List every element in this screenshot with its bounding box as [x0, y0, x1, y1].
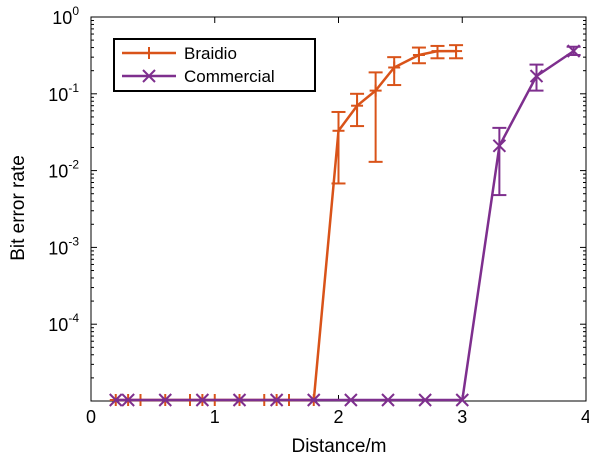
y-tick-label: 10-1 — [48, 81, 79, 105]
data-point-commercial — [529, 69, 544, 83]
data-point-commercial-d2 — [158, 393, 172, 407]
x-tick-label: 2 — [333, 407, 343, 427]
legend-marker-commercial-d2 — [142, 69, 156, 83]
data-point-commercial-d2 — [566, 44, 581, 58]
data-point-commercial — [344, 393, 358, 407]
data-point-braidio — [412, 49, 425, 62]
data-point-commercial — [381, 393, 395, 407]
legend-label-braidio: Braidio — [184, 44, 237, 63]
y-tick-label: 10-3 — [48, 234, 79, 258]
legend-label-commercial: Commercial — [184, 67, 275, 86]
data-point-commercial — [109, 393, 123, 407]
data-point-commercial-d2 — [269, 393, 284, 407]
series-commercial — [109, 44, 581, 407]
y-tick-label: 100 — [52, 4, 79, 28]
x-axis-label: Distance/m — [291, 436, 386, 457]
data-point-braidio — [450, 45, 463, 58]
data-point-braidio — [388, 61, 401, 74]
legend-box — [113, 38, 316, 92]
data-point-commercial — [418, 393, 432, 407]
x-tick-label: 4 — [581, 407, 589, 427]
x-tick-label: 0 — [86, 407, 96, 427]
y-tick-label: 10-4 — [48, 311, 79, 335]
data-point-commercial-d2 — [455, 393, 469, 407]
data-point-braidio — [369, 84, 382, 97]
data-point-commercial — [455, 393, 469, 407]
series-line-commercial — [115, 50, 575, 402]
error-bar-braidio — [331, 110, 346, 185]
legend: Braidio Commercial — [113, 38, 316, 92]
data-point-commercial — [232, 393, 247, 407]
data-point-commercial-d2 — [121, 393, 135, 407]
data-point-commercial-d2 — [195, 393, 210, 407]
y-axis-label: Bit error rate — [8, 155, 29, 261]
x-tick-label: 1 — [210, 407, 220, 427]
data-point-commercial-d2 — [307, 393, 321, 407]
data-point-commercial — [158, 393, 172, 407]
legend-marker-braidio — [143, 47, 155, 59]
legend-marker-commercial — [142, 69, 156, 83]
data-point-braidio — [351, 99, 364, 112]
data-point-commercial — [269, 393, 284, 407]
series-line-braidio — [115, 49, 457, 402]
error-bar-commercial — [492, 126, 507, 197]
data-point-commercial — [121, 393, 135, 407]
plot-area: 0 1 2 3 4 100 10-1 10-2 10-3 10-4 — [48, 4, 589, 427]
data-point-commercial — [195, 393, 210, 407]
data-point-commercial-d2 — [109, 393, 123, 407]
data-point-commercial — [566, 44, 581, 58]
x-tick-label: 3 — [457, 407, 467, 427]
data-point-commercial-d2 — [381, 393, 395, 407]
data-point-commercial — [307, 393, 321, 407]
data-point-commercial — [492, 139, 507, 153]
error-bar-commercial — [529, 63, 544, 92]
data-point-commercial-d2 — [418, 393, 432, 407]
series-braidio — [109, 44, 464, 406]
data-point-commercial-d2 — [232, 393, 247, 407]
data-point-commercial-d2 — [529, 69, 544, 83]
data-point-commercial-d2 — [344, 393, 358, 407]
data-point-braidio — [332, 124, 345, 137]
y-tick-label: 10-2 — [48, 158, 79, 182]
data-point-braidio — [431, 45, 444, 58]
data-point-commercial-d2 — [492, 139, 507, 153]
